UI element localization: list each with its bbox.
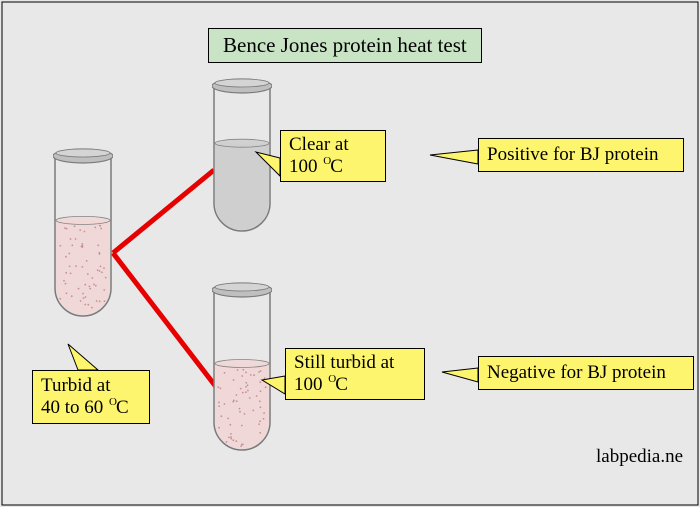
watermark-text: labpedia.ne xyxy=(596,446,683,468)
test-tube-clear xyxy=(212,78,272,233)
diagram-canvas: Bence Jones protein heat test Turbid at4… xyxy=(0,0,700,507)
callout-still-turbid: Still turbid at100 OC xyxy=(285,348,425,400)
test-tube-turbid xyxy=(212,282,272,452)
test-tube-initial xyxy=(53,148,113,318)
diagram-title: Bence Jones protein heat test xyxy=(208,28,482,63)
callout-clear: Clear at100 OC xyxy=(280,130,386,182)
callout-positive: Positive for BJ protein xyxy=(478,138,684,172)
callout-turbid: Turbid at40 to 60 OC xyxy=(32,370,150,424)
callout-negative: Negative for BJ protein xyxy=(478,356,694,390)
